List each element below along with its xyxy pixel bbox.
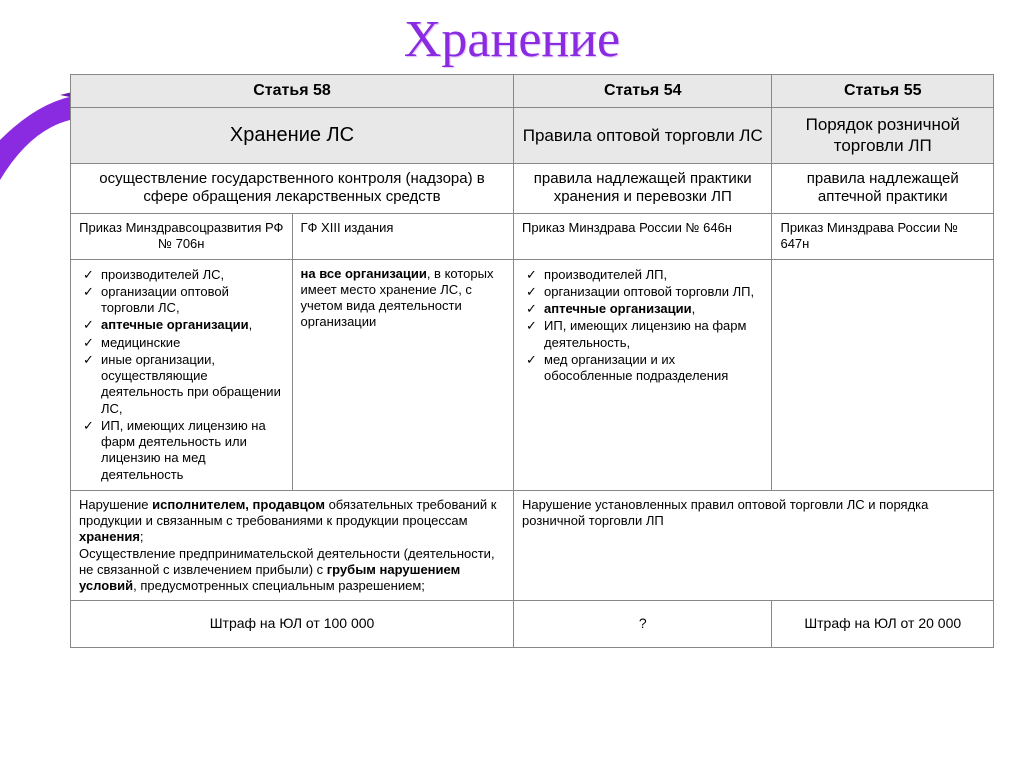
fine-question: ?: [514, 601, 772, 648]
page-title: Хранение: [0, 10, 1024, 69]
topic-retail: Порядок розничной торговли ЛП: [772, 108, 994, 164]
list-col-c: производителей ЛП,организации оптовой то…: [514, 259, 772, 490]
list-item: ИП, имеющих лицензию на фарм деятельност…: [79, 418, 284, 483]
hdr-article-54: Статья 54: [514, 75, 772, 108]
fine-20000: Штраф на ЮЛ от 20 000: [772, 601, 994, 648]
list-item: организации оптовой торговли ЛС,: [79, 284, 284, 317]
order-706n: Приказ Минздравсоцразвития РФ № 706н: [71, 214, 293, 260]
order-647n: Приказ Минздрава России № 647н: [772, 214, 994, 260]
order-gf13: ГФ XIII издания: [292, 214, 514, 260]
fine-row: Штраф на ЮЛ от 100 000 ? Штраф на ЮЛ от …: [71, 601, 994, 648]
list-item: аптечные организации,: [522, 301, 763, 317]
list-item: иные организации, осуществляющие деятель…: [79, 352, 284, 417]
topic-storage: Хранение ЛС: [71, 108, 514, 164]
list-col-d: [772, 259, 994, 490]
header-row: Статья 58 Статья 54 Статья 55: [71, 75, 994, 108]
list-col-a: производителей ЛС,организации оптовой то…: [71, 259, 293, 490]
order-646n: Приказ Минздрава России № 646н: [514, 214, 772, 260]
list-item: производителей ЛП,: [522, 267, 763, 283]
list-col-b: на все организации, в которых имеет мест…: [292, 259, 514, 490]
list-item: организации оптовой торговли ЛП,: [522, 284, 763, 300]
list-item: медицинские: [79, 335, 284, 351]
storage-table: Статья 58 Статья 54 Статья 55 Хранение Л…: [70, 74, 994, 648]
list-item: аптечные организации,: [79, 317, 284, 333]
hdr-article-58: Статья 58: [71, 75, 514, 108]
violation-right: Нарушение установленных правил оптовой т…: [514, 490, 994, 601]
violation-left: Нарушение исполнителем, продавцом обязат…: [71, 490, 514, 601]
control-state: осуществление государственного контроля …: [71, 163, 514, 214]
list-item: мед организации и их обособленные подраз…: [522, 352, 763, 385]
topic-row: Хранение ЛС Правила оптовой торговли ЛС …: [71, 108, 994, 164]
hdr-article-55: Статья 55: [772, 75, 994, 108]
control-storage-practice: правила надлежащей практики хранения и п…: [514, 163, 772, 214]
list-item: ИП, имеющих лицензию на фарм деятельност…: [522, 318, 763, 351]
topic-wholesale: Правила оптовой торговли ЛС: [514, 108, 772, 164]
order-row: Приказ Минздравсоцразвития РФ № 706н ГФ …: [71, 214, 994, 260]
violation-row: Нарушение исполнителем, продавцом обязат…: [71, 490, 994, 601]
list-row: производителей ЛС,организации оптовой то…: [71, 259, 994, 490]
control-row: осуществление государственного контроля …: [71, 163, 994, 214]
fine-100000: Штраф на ЮЛ от 100 000: [71, 601, 514, 648]
list-item: производителей ЛС,: [79, 267, 284, 283]
list-b-bold: на все организации: [301, 266, 427, 281]
control-pharmacy-practice: правила надлежащей аптечной практики: [772, 163, 994, 214]
